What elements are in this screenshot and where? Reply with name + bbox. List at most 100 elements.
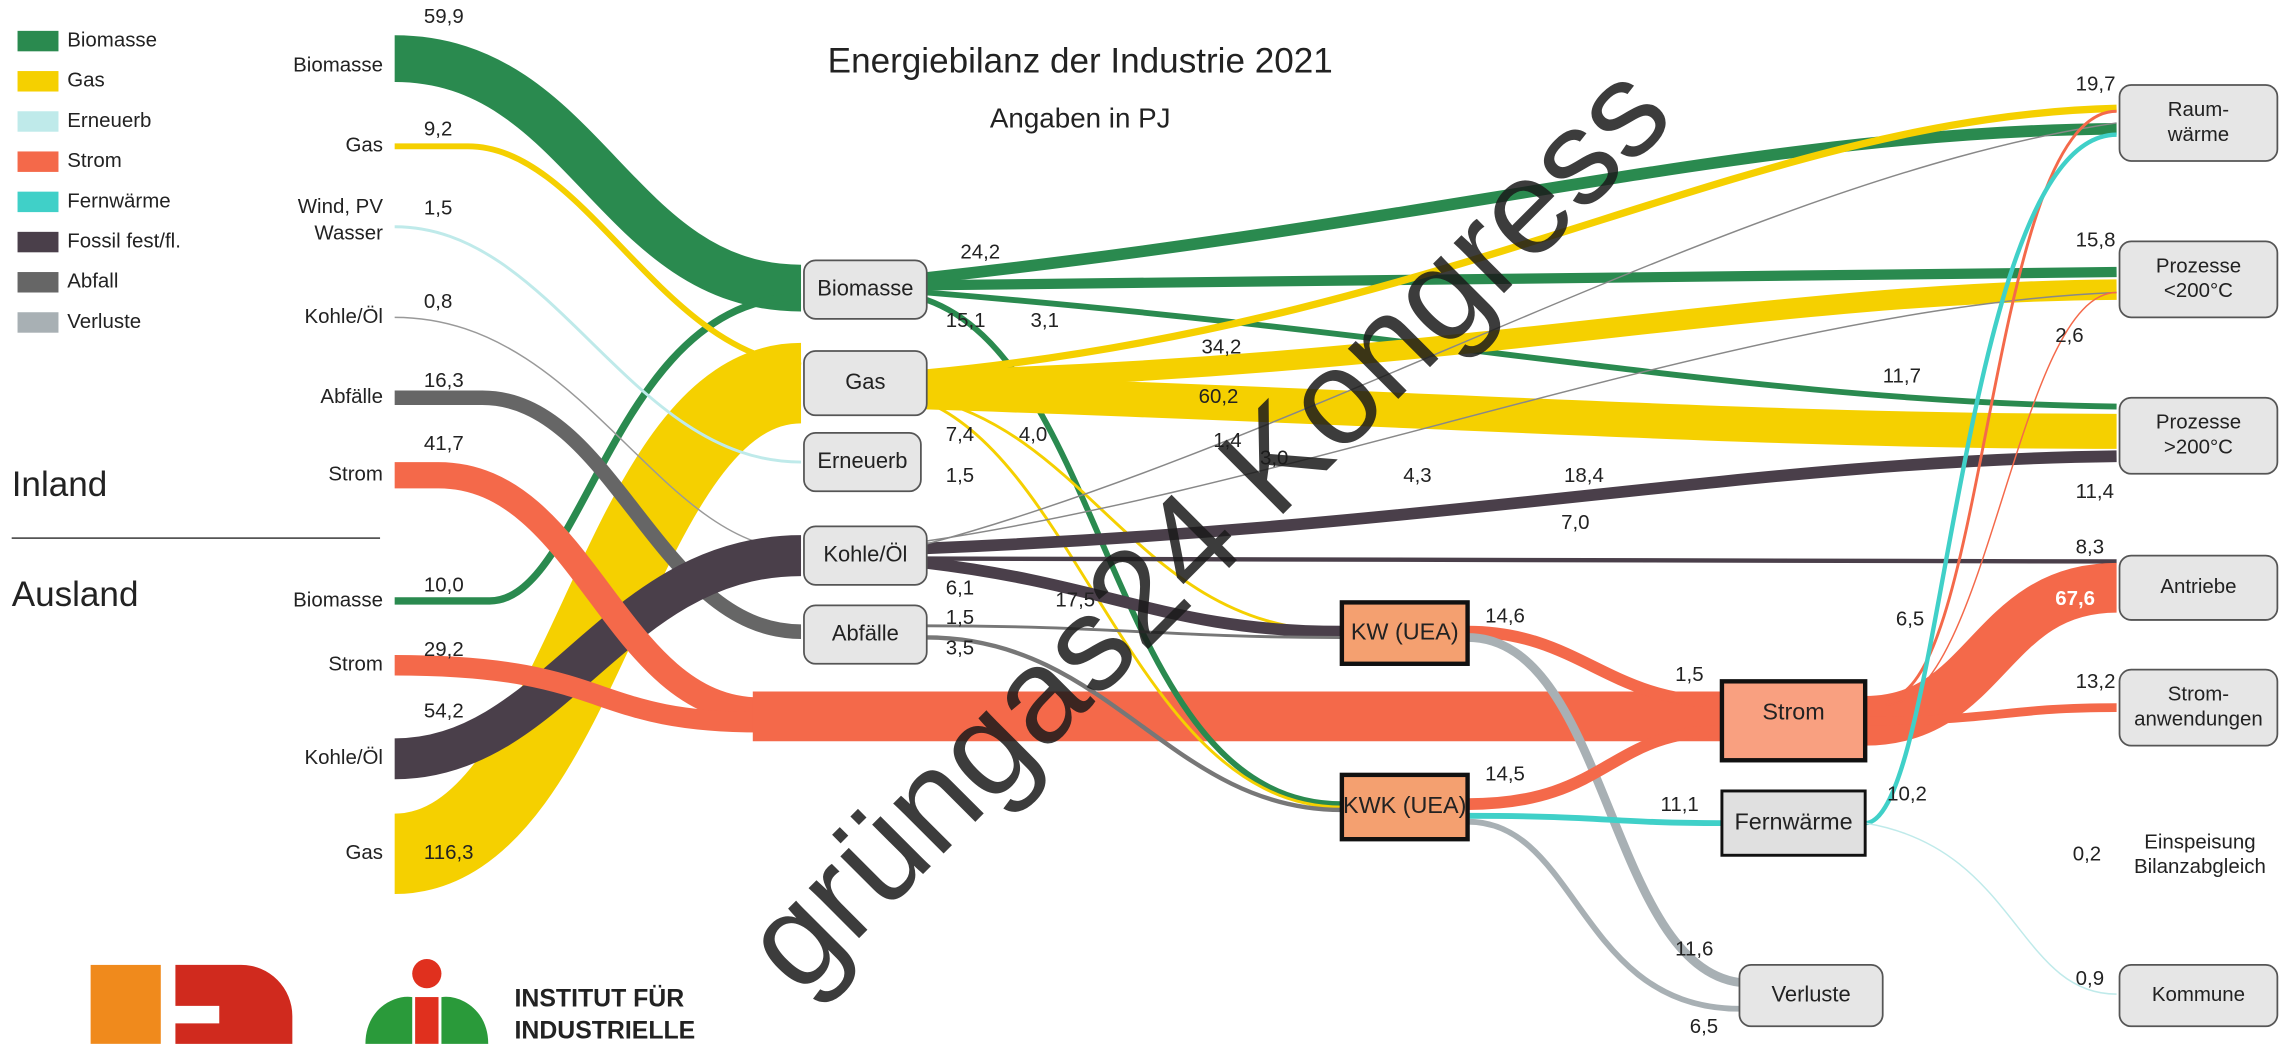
legend-swatch — [17, 191, 59, 213]
node-label: Fernwärme — [1734, 808, 1852, 834]
flow-label: 4,0 — [1019, 423, 1047, 446]
flow-label: 60,2 — [1199, 385, 1239, 408]
legend-label: Verluste — [67, 310, 141, 333]
node-label: Erneuerb — [817, 448, 907, 473]
target-label: Strom- — [2168, 683, 2229, 706]
flow-label: 34,2 — [1202, 335, 1242, 358]
target-value: 19,7 — [2076, 72, 2116, 95]
flow-label: 11,7 — [1883, 365, 1921, 388]
flows — [391, 35, 2118, 1012]
region-label: Ausland — [12, 575, 139, 614]
flow-label: 3,1 — [1031, 309, 1059, 332]
flow-label: 18,4 — [1564, 464, 1604, 487]
source-label: Biomasse — [293, 588, 383, 611]
target-label: Einspeisung — [2144, 830, 2255, 853]
legend-label: Biomasse — [67, 28, 157, 51]
target-label: Prozesse — [2156, 254, 2241, 277]
source-label: Biomasse — [293, 53, 383, 76]
flow-label: 1,5 — [1675, 663, 1703, 686]
target-value: 13,2 — [2076, 670, 2116, 693]
source-label: Abfälle — [320, 385, 383, 408]
flow-label: 11,1 — [1661, 793, 1699, 816]
flow-label: 1,4 — [1213, 429, 1241, 452]
target-label: <200°C — [2164, 279, 2233, 302]
flow-label: 10,2 — [1887, 783, 1927, 806]
flow-label: 7,0 — [1561, 511, 1589, 534]
target-label: Antriebe — [2160, 575, 2236, 598]
node-label: Strom — [1762, 699, 1824, 725]
target-value: 15,8 — [2076, 229, 2116, 252]
source-label: Kohle/Öl — [305, 746, 383, 769]
flow-label: 11,6 — [1675, 938, 1713, 961]
source-label: Strom — [328, 653, 383, 676]
legend-swatch — [17, 272, 59, 293]
source-value: 41,7 — [424, 432, 464, 455]
target-value: 0,2 — [2073, 843, 2101, 866]
logo-text: INSTITUT FÜR — [515, 986, 685, 1013]
labels: Biomasse Gas Erneuerb Strom Fernwärme Fossil … — [17, 5, 2266, 1038]
target-value: 8,3 — [2076, 536, 2104, 559]
flow-label: 1,5 — [946, 606, 974, 629]
legend-swatch — [17, 71, 59, 92]
node-label: Biomasse — [817, 275, 913, 300]
legend-label: Fossil fest/fl. — [67, 229, 181, 252]
legend-swatch — [17, 111, 59, 132]
source-value: 10,0 — [424, 574, 464, 597]
node-label: KW (UEA) — [1351, 618, 1459, 644]
legend-label: Gas — [67, 69, 105, 92]
legend-swatch — [17, 30, 59, 52]
node-label: KWK (UEA) — [1343, 792, 1466, 818]
boxes — [803, 84, 2279, 1028]
flow-label: 4,3 — [1403, 464, 1431, 487]
flow-label: 3,5 — [946, 637, 974, 660]
source-label: Gas — [345, 134, 383, 157]
legend-label: Fernwärme — [67, 189, 170, 212]
subtitle: Angaben in PJ — [990, 102, 1171, 133]
legend-label: Strom — [67, 149, 122, 172]
flow-label: 7,4 — [946, 423, 974, 446]
source-label: Strom — [328, 463, 383, 486]
region-label: Inland — [12, 465, 108, 504]
title: Energiebilanz der Industrie 2021 — [828, 41, 1333, 80]
source-value: 29,2 — [424, 638, 464, 661]
flow-label: 6,5 — [1690, 1015, 1718, 1038]
target-label: Prozesse — [2156, 411, 2241, 434]
flow-label: 3,0 — [1260, 447, 1288, 470]
flow-label: 2,6 — [2055, 324, 2083, 347]
source-value: 0,8 — [424, 290, 452, 313]
target-value: 0,9 — [2076, 967, 2104, 990]
legend-label: Abfall — [67, 270, 118, 293]
target-value: 11,4 — [2076, 480, 2114, 503]
target-label: >200°C — [2164, 436, 2233, 459]
flow-label: 67,6 — [2055, 587, 2095, 610]
flow-label: 17,5 — [1055, 588, 1095, 611]
flow-label: 24,2 — [960, 240, 1000, 263]
source-label: Gas — [345, 841, 383, 864]
flow-label: 6,1 — [946, 577, 974, 600]
legend-label: Erneuerb — [67, 109, 151, 132]
node-label: Kohle/Öl — [823, 541, 907, 566]
target-label: Bilanzabgleich — [2134, 855, 2266, 878]
flow-label: 14,6 — [1485, 604, 1525, 627]
source-label: Wind, PV — [298, 195, 384, 218]
legend-swatch — [17, 312, 59, 333]
source-value: 54,2 — [424, 699, 464, 722]
target-label: anwendungen — [2134, 707, 2263, 730]
source-value: 116,3 — [424, 841, 474, 864]
source-label: Wasser — [314, 221, 383, 244]
node-label: Gas — [845, 369, 885, 394]
node-label: Abfälle — [832, 620, 899, 645]
target-label: wärme — [2167, 123, 2229, 146]
source-value: 9,2 — [424, 118, 452, 141]
source-value: 59,9 — [424, 5, 464, 28]
target-label: Kommune — [2152, 983, 2245, 1006]
logo-text: INDUSTRIELLE — [515, 1018, 696, 1044]
source-value: 16,3 — [424, 369, 464, 392]
node-label: Verluste — [1772, 981, 1851, 1006]
source-value: 1,5 — [424, 197, 452, 220]
legend-swatch — [17, 151, 59, 172]
source-label: Kohle/Öl — [305, 305, 383, 328]
logo — [90, 959, 489, 1044]
target-label: Raum- — [2168, 98, 2229, 121]
